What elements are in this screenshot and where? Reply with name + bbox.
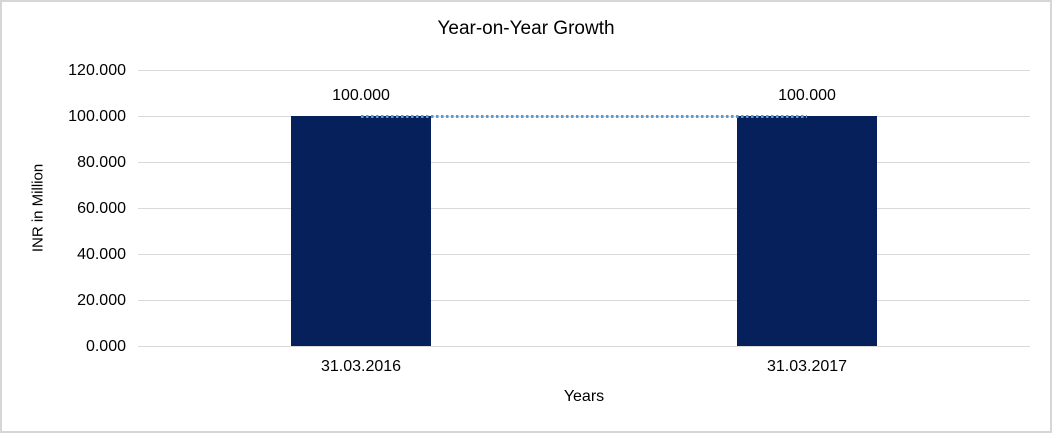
gridline bbox=[138, 69, 1030, 71]
data-label: 100.000 bbox=[332, 87, 390, 104]
x-tick-label: 31.03.2017 bbox=[766, 358, 848, 375]
bar bbox=[291, 116, 431, 346]
gridline bbox=[138, 253, 1030, 255]
gridline bbox=[138, 345, 1030, 347]
y-tick-label: 20.000 bbox=[77, 291, 126, 309]
y-axis-title: INR in Million bbox=[29, 163, 47, 253]
y-tick-label: 0.000 bbox=[85, 337, 126, 355]
x-tick-label: 31.03.2016 bbox=[320, 358, 402, 375]
y-tick-label: 80.000 bbox=[77, 153, 126, 171]
bar bbox=[737, 116, 877, 346]
y-tick-label: 120.000 bbox=[68, 61, 126, 79]
trendline-dotted bbox=[361, 114, 807, 118]
y-tick-label: 60.000 bbox=[77, 199, 126, 217]
chart-title: Year-on-Year Growth bbox=[437, 18, 615, 39]
gridline bbox=[138, 299, 1030, 301]
y-tick-label: 100.000 bbox=[68, 107, 126, 125]
gridline bbox=[138, 161, 1030, 163]
data-label: 100.000 bbox=[778, 87, 836, 104]
x-axis-title: Years bbox=[563, 388, 605, 405]
y-tick-label: 40.000 bbox=[77, 245, 126, 263]
gridline bbox=[138, 207, 1030, 209]
